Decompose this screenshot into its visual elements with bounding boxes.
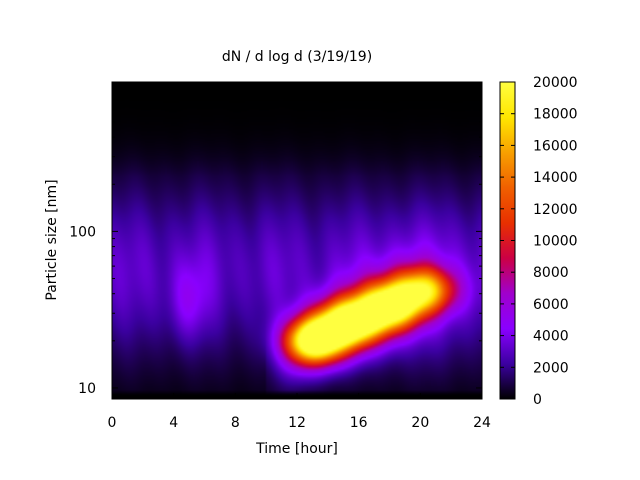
y-tick-label: 10	[78, 381, 96, 397]
y-tick-label: 100	[69, 224, 96, 240]
colorbar-tick-label: 6000	[533, 297, 569, 313]
colorbar-tick-label: 2000	[533, 360, 569, 376]
x-axis-ticks: 0 4 8 12 16 20 24	[108, 82, 491, 431]
colorbar: 0 2000 4000 6000 8000 10000 12000 14000 16000 180…	[499, 75, 578, 408]
colorbar-tick-label: 20000	[533, 75, 578, 91]
x-tick-label: 20	[411, 415, 429, 431]
x-tick-label: 24	[473, 415, 491, 431]
y-axis-ticks: 10 100	[69, 81, 482, 397]
colorbar-tick-label: 14000	[533, 170, 578, 186]
chart-title: dN / d log d (3/19/19)	[222, 49, 372, 65]
colorbar-tick-label: 4000	[533, 329, 569, 345]
colorbar-ticks: 0 2000 4000 6000 8000 10000 12000 14000 16000 180…	[500, 75, 578, 408]
colorbar-tick-label: 10000	[533, 234, 578, 250]
colorbar-tick-label: 18000	[533, 107, 578, 123]
x-tick-label: 16	[350, 415, 368, 431]
colorbar-tick-label: 12000	[533, 202, 578, 218]
y-axis-label: Particle size [nm]	[44, 179, 60, 300]
x-axis-label: Time [hour]	[255, 441, 338, 457]
heatmap-image	[112, 82, 482, 399]
x-tick-label: 8	[231, 415, 240, 431]
x-tick-label: 0	[108, 415, 117, 431]
colorbar-tick-label: 0	[533, 392, 542, 408]
colorbar-tick-label: 16000	[533, 138, 578, 154]
x-tick-label: 12	[288, 415, 306, 431]
plot-area: 0 4 8 12 16 20 24 10 100	[69, 81, 491, 431]
colorbar-tick-label: 8000	[533, 265, 569, 281]
x-tick-label: 4	[169, 415, 178, 431]
